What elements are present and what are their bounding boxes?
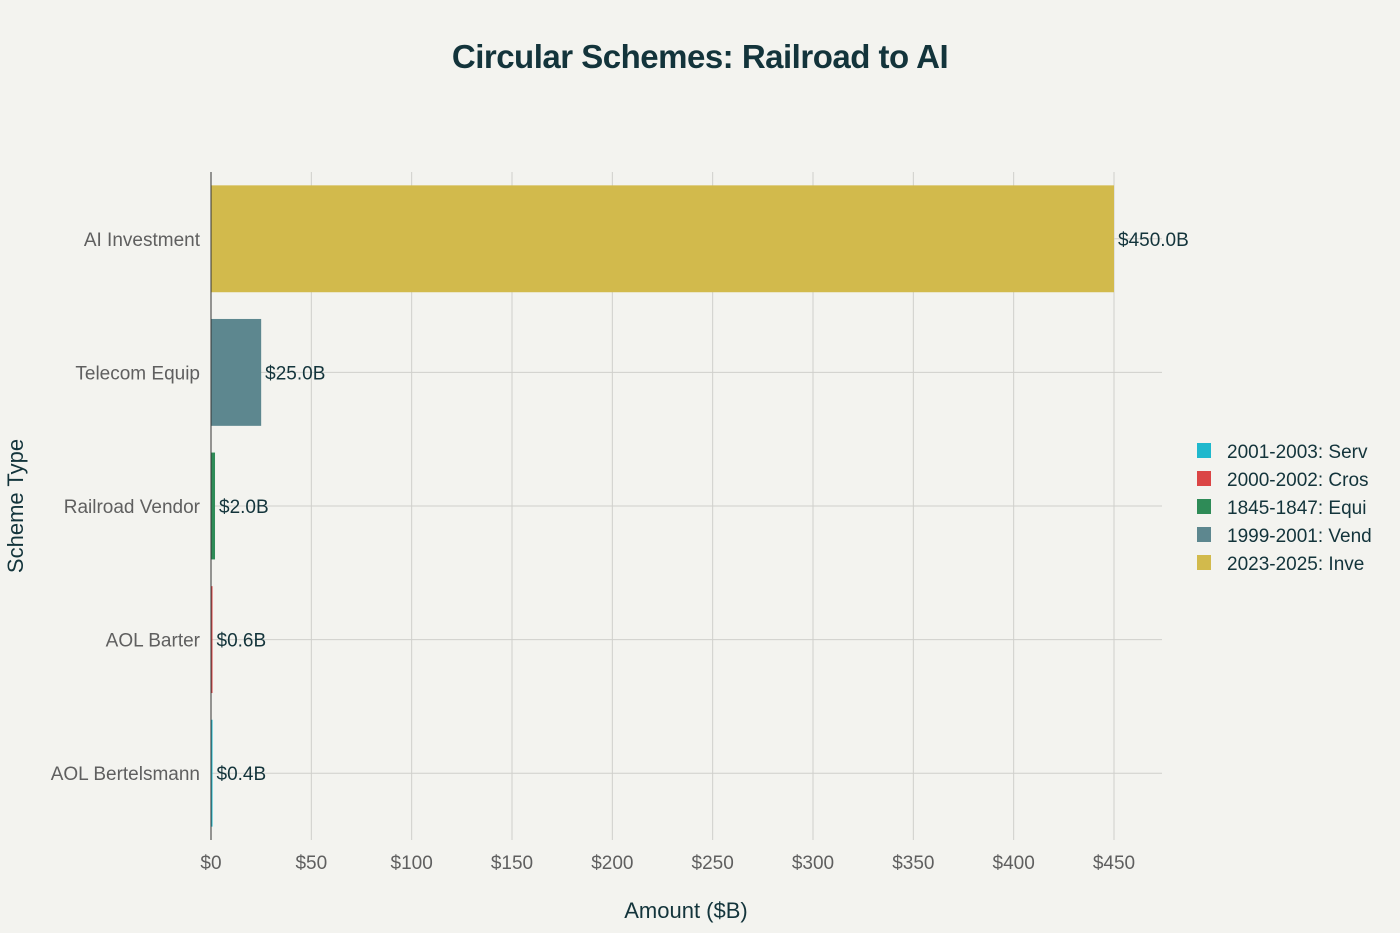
legend-label: 1999-2001: Vend — [1227, 526, 1372, 547]
x-tick-label: $50 — [295, 853, 327, 874]
y-axis-title: Scheme Type — [3, 439, 28, 573]
x-tick-label: $100 — [391, 853, 433, 874]
legend-swatch — [1197, 471, 1211, 486]
y-category-label: AOL Bertelsmann — [51, 764, 200, 785]
bar-data-label: $450.0B — [1118, 230, 1189, 251]
legend-swatch — [1197, 443, 1211, 458]
x-tick-label: $0 — [200, 853, 221, 874]
legend-label: 2001-2003: Serv — [1227, 442, 1368, 463]
bar — [211, 318, 262, 426]
x-axis-ticks: $0 $50 $100 $150 $200 $250 $300 $350 $400 $450 — [200, 853, 1135, 874]
y-category-label: AOL Barter — [106, 631, 201, 652]
x-tick-label: $400 — [993, 853, 1035, 874]
y-axis-categories: AI Investment Telecom Equip Railroad Vendo… — [51, 230, 201, 785]
y-category-label: AI Investment — [84, 230, 201, 251]
bar — [211, 452, 216, 560]
x-tick-label: $250 — [692, 853, 734, 874]
bar — [211, 185, 1114, 293]
x-tick-label: $300 — [792, 853, 834, 874]
x-tick-label: $350 — [892, 853, 934, 874]
legend-label: 1845-1847: Equi — [1227, 498, 1366, 519]
x-tick-label: $150 — [491, 853, 533, 874]
legend-label: 2023-2025: Inve — [1227, 554, 1364, 575]
bar-data-label: $0.4B — [217, 764, 267, 785]
legend-swatch — [1197, 555, 1211, 570]
legend: 2001-2003: Serv 2000-2002: Cros 1845-1847:… — [1197, 442, 1372, 575]
bar — [211, 719, 213, 827]
y-category-label: Railroad Vendor — [64, 497, 201, 518]
bar-data-label: $2.0B — [219, 497, 269, 518]
x-tick-label: $200 — [591, 853, 633, 874]
bar — [211, 586, 213, 694]
x-tick-label: $450 — [1093, 853, 1135, 874]
bar-data-label: $0.6B — [217, 631, 267, 652]
x-axis-title: Amount ($B) — [624, 898, 748, 923]
chart-title: Circular Schemes: Railroad to AI — [452, 38, 948, 75]
legend-label: 2000-2002: Cros — [1227, 470, 1369, 491]
legend-swatch — [1197, 527, 1211, 542]
y-category-label: Telecom Equip — [75, 363, 200, 384]
legend-swatch — [1197, 499, 1211, 514]
bar-data-label: $25.0B — [265, 363, 325, 384]
bars: $0.4B $0.6B $2.0B $25.0B $450.0B — [211, 185, 1189, 827]
